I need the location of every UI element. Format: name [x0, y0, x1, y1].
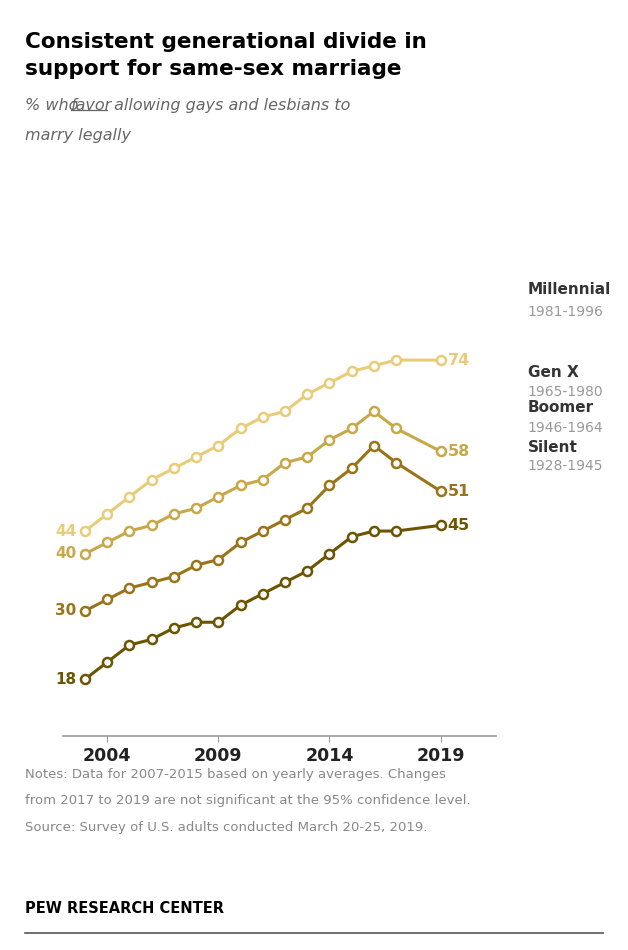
Text: support for same-sex marriage: support for same-sex marriage — [25, 59, 402, 79]
Text: Notes: Data for 2007-2015 based on yearly averages. Changes: Notes: Data for 2007-2015 based on yearl… — [25, 768, 446, 781]
Text: favor: favor — [71, 98, 112, 113]
Text: % who: % who — [25, 98, 84, 113]
Text: Silent: Silent — [528, 440, 577, 455]
Text: from 2017 to 2019 are not significant at the 95% confidence level.: from 2017 to 2019 are not significant at… — [25, 794, 471, 808]
Text: Source: Survey of U.S. adults conducted March 20-25, 2019.: Source: Survey of U.S. adults conducted … — [25, 821, 428, 834]
Text: Boomer: Boomer — [528, 400, 593, 415]
Text: 45: 45 — [448, 518, 470, 533]
Text: 1981-1996: 1981-1996 — [528, 305, 604, 318]
Text: Consistent generational divide in: Consistent generational divide in — [25, 32, 427, 52]
Text: 18: 18 — [55, 672, 77, 687]
Text: PEW RESEARCH CENTER: PEW RESEARCH CENTER — [25, 901, 224, 916]
Text: 1946-1964: 1946-1964 — [528, 421, 603, 434]
Text: allowing gays and lesbians to: allowing gays and lesbians to — [109, 98, 350, 113]
Text: 1928-1945: 1928-1945 — [528, 460, 603, 473]
Text: marry legally: marry legally — [25, 128, 131, 143]
Text: 40: 40 — [55, 546, 77, 561]
Text: 58: 58 — [448, 444, 470, 459]
Text: Gen X: Gen X — [528, 365, 578, 380]
Text: 1965-1980: 1965-1980 — [528, 386, 603, 399]
Text: 44: 44 — [55, 523, 77, 539]
Text: 30: 30 — [55, 603, 77, 618]
Text: 51: 51 — [448, 484, 470, 499]
Text: Millennial: Millennial — [528, 282, 611, 297]
Text: 74: 74 — [448, 352, 470, 368]
